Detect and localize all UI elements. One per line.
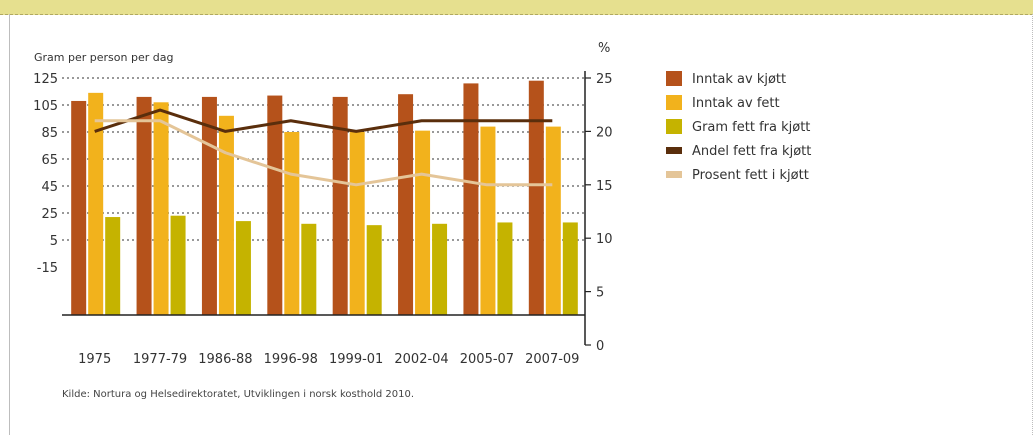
left-tick-label: 65 [41, 153, 58, 168]
category-label: 1977-79 [133, 352, 187, 367]
legend-swatch [666, 119, 682, 134]
bar [398, 94, 414, 315]
right-tick-label: 10 [596, 232, 613, 247]
left-tick-label: 45 [41, 180, 58, 195]
right-tick-label: 15 [596, 179, 613, 194]
axes [62, 71, 591, 346]
category-label: 2002-04 [394, 352, 448, 367]
legend-swatch [666, 95, 682, 110]
legend-swatch [666, 147, 682, 154]
legend-swatch [666, 171, 682, 178]
legend-label: Inntak av fett [692, 96, 780, 111]
category-label: 2005-07 [460, 352, 514, 367]
bar [562, 222, 578, 315]
category-label: 1996-98 [264, 352, 318, 367]
left-tick-label: -15 [37, 261, 58, 276]
right-axis-title: % [598, 41, 610, 56]
right-tick-label: 5 [596, 286, 604, 301]
left-tick-label: 25 [41, 207, 58, 222]
left-tick-label: 105 [33, 99, 58, 114]
legend-label: Gram fett fra kjøtt [692, 120, 810, 135]
bar [432, 223, 448, 315]
bar [284, 132, 300, 315]
right-tick-label: 25 [596, 72, 613, 87]
bar [170, 215, 186, 315]
left-tick-label: 85 [41, 126, 58, 141]
bar [201, 96, 217, 316]
legend: Inntak av kjøtt Inntak av fett Gram fett f… [666, 71, 811, 183]
left-tick-label: 5 [50, 234, 58, 249]
lines [94, 108, 553, 187]
source-note: Kilde: Nortura og Helsedirektoratet, Utv… [62, 389, 414, 400]
bar [349, 132, 365, 315]
legend-label: Inntak av kjøtt [692, 72, 786, 87]
legend-label: Andel fett fra kjøtt [692, 144, 811, 159]
category-label: 1986-88 [198, 352, 252, 367]
tick-labels: -15 5 25 45 65 85 105 125 0 5 10 15 20 25 1975 1977-79 1… [33, 72, 612, 367]
top-band [0, 0, 1033, 15]
bar [463, 83, 479, 316]
bar [415, 130, 431, 315]
category-label: 1999-01 [329, 352, 383, 367]
category-label: 2007-09 [525, 352, 579, 367]
left-axis-title: Gram per person per dag [34, 51, 173, 64]
bar [88, 92, 104, 315]
bars [71, 80, 578, 316]
series-line [94, 119, 553, 187]
category-label: 1975 [78, 352, 111, 367]
bar [71, 100, 87, 315]
bar [267, 95, 283, 315]
bar [497, 222, 513, 315]
bar [480, 126, 496, 315]
legend-swatch [666, 71, 682, 86]
bar [218, 115, 234, 315]
right-tick-label: 0 [596, 339, 604, 354]
bar [528, 80, 544, 315]
bar [332, 96, 348, 316]
bar [301, 223, 317, 315]
left-tick-label: 125 [33, 72, 58, 87]
bar [545, 126, 561, 315]
series-line [94, 108, 553, 133]
bar [136, 96, 152, 316]
bar [153, 102, 169, 315]
bar [235, 221, 251, 315]
right-tick-label: 20 [596, 125, 613, 140]
bar [105, 217, 121, 315]
bar [366, 225, 382, 315]
legend-label: Prosent fett i kjøtt [692, 168, 809, 183]
